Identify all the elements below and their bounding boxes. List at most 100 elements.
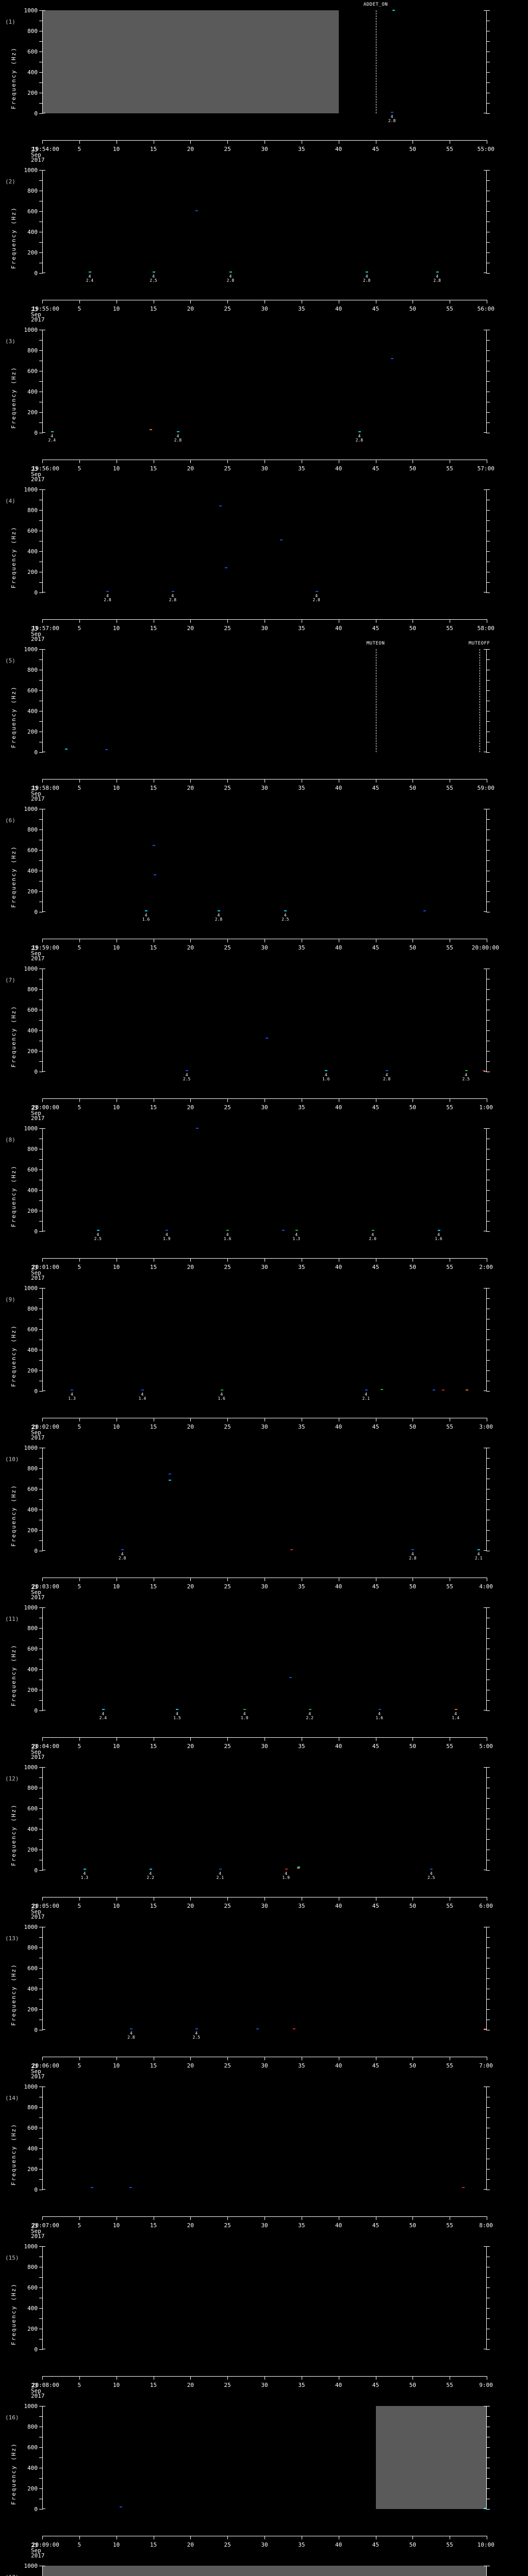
y-axis-tick-label: 600 <box>27 1805 38 1812</box>
y-axis-tick <box>486 551 490 552</box>
y-axis-tick <box>39 103 42 104</box>
detection-mark <box>380 1389 383 1391</box>
y-axis-tick <box>487 340 490 341</box>
y-axis-tick-label: 1000 <box>24 1924 38 1930</box>
y-axis-left-spine <box>42 1927 43 2030</box>
axis-cap <box>42 1128 45 1129</box>
y-axis-tick <box>39 1607 43 1608</box>
detection-label: 4 2.5 <box>94 1232 102 1241</box>
y-axis-tick <box>486 1288 490 1289</box>
x-axis-tick <box>190 1098 191 1102</box>
y-axis-tick <box>39 2318 42 2319</box>
date-stamp: 23 Sep 2017 <box>31 1584 45 1601</box>
y-axis-tick-label: 400 <box>27 229 38 235</box>
y-axis-tick-label: 400 <box>27 868 38 874</box>
x-axis-tick <box>412 1578 414 1581</box>
date-stamp: 23 Sep 2017 <box>31 625 45 642</box>
y-axis-title: Frequency (Hz) <box>10 47 17 109</box>
x-axis-tick <box>190 2376 191 2380</box>
y-axis-tick <box>486 350 490 351</box>
x-axis-tick-label: 20 <box>187 785 194 791</box>
x-axis-tick-label: 25 <box>224 2382 231 2388</box>
x-axis-tick-label: 10 <box>113 2541 120 2548</box>
detection-label: 4 2.5 <box>192 2031 201 2040</box>
y-axis-tick <box>487 860 490 861</box>
x-axis-tick-label: 25 <box>224 306 231 312</box>
detection-mark <box>442 1389 445 1391</box>
y-axis-tick-label: 0 <box>34 1867 38 1874</box>
x-axis-tick-label: 10 <box>113 1264 120 1270</box>
y-axis-title: Frequency (Hz) <box>10 2123 17 2185</box>
y-axis-tick-label: 600 <box>27 368 38 375</box>
x-axis-tick-label: 35 <box>298 1104 305 1111</box>
y-axis-tick <box>487 41 490 42</box>
y-axis-tick-label: 800 <box>27 1944 38 1951</box>
y-axis-left-spine <box>42 809 43 912</box>
x-axis-tick <box>412 939 414 942</box>
x-axis-tick-label: 10 <box>113 1743 120 1750</box>
y-axis-tick-label: 800 <box>27 28 38 35</box>
y-axis-tick-label: 0 <box>34 270 38 277</box>
x-axis-tick-label: 55 <box>446 2541 453 2548</box>
y-axis-tick <box>39 2447 43 2448</box>
detection-mark <box>225 567 228 569</box>
x-axis-tick <box>42 619 43 623</box>
x-axis-tick <box>190 300 191 303</box>
y-axis-tick <box>486 2447 490 2448</box>
x-axis-tick-label: 15 <box>150 625 157 632</box>
axis-cap <box>42 2246 45 2247</box>
detection-label: 4 2.1 <box>474 1552 483 1561</box>
detection-mark <box>169 1480 172 1481</box>
y-axis-tick <box>39 1978 42 1979</box>
detection-mark <box>378 1709 381 1710</box>
x-axis-tick-label: 25 <box>224 1583 231 1590</box>
panel-index-label: (16) <box>5 2414 19 2421</box>
x-axis-tick <box>190 779 191 783</box>
y-axis-tick <box>39 340 42 341</box>
y-axis-title: Frequency (Hz) <box>10 1804 17 1866</box>
y-axis-tick-label: 200 <box>27 569 38 575</box>
x-axis-tick-label: 15 <box>150 1743 157 1750</box>
y-axis-tick-label: 600 <box>27 1646 38 1652</box>
x-axis-tick-label: 55 <box>446 465 453 472</box>
y-axis-tick <box>39 1638 42 1639</box>
x-axis-tick-label: 45 <box>372 306 380 312</box>
x-axis-tick-label: 35 <box>298 465 305 472</box>
axis-cap <box>42 1071 45 1072</box>
y-axis-tick <box>39 180 42 181</box>
x-axis-tick-label: 45 <box>372 465 380 472</box>
x-axis-tick-label: 20 <box>187 944 194 951</box>
x-axis-tick <box>79 2057 80 2060</box>
y-axis-tick-label: 1000 <box>24 7 38 14</box>
y-axis-tick-label: 600 <box>27 1326 38 1333</box>
y-axis-tick <box>487 999 490 1000</box>
x-axis-tick <box>79 2536 80 2539</box>
x-axis-tick-label: 45 <box>372 2382 380 2388</box>
x-axis-tick <box>412 2057 414 2060</box>
y-axis-tick-label: 800 <box>27 826 38 833</box>
x-axis-tick-label: 40 <box>335 2062 342 2069</box>
y-axis-tick-label: 0 <box>34 1228 38 1235</box>
plot-area: 0 200 400 600 800 1000 4 1.3 4 1.4 4 1.6 4 2.1 <box>24 1285 490 1401</box>
y-axis-tick-label: 1000 <box>24 167 38 174</box>
y-axis-tick <box>39 1870 43 1871</box>
y-axis-tick <box>486 10 490 11</box>
detection-label: 4 2.8 <box>214 913 223 922</box>
y-axis-tick <box>486 1190 490 1191</box>
x-axis-tick <box>42 1418 43 1421</box>
date-stamp: 23 Sep 2017 <box>31 785 45 802</box>
y-axis-right-spine <box>486 2087 487 2190</box>
x-axis: 19:57:00 5 10 15 20 25 30 35 40 45 50 55 58:00 <box>32 619 494 632</box>
y-axis-tick <box>486 252 490 253</box>
y-axis-tick <box>486 850 490 851</box>
y-axis-tick <box>486 170 490 171</box>
x-axis-tick <box>412 2536 414 2539</box>
x-axis-tick-label: 25 <box>224 1264 231 1270</box>
y-axis-right-spine <box>486 809 487 912</box>
y-axis-tick <box>39 721 42 722</box>
detection-mark <box>91 2187 94 2189</box>
x-axis-tick-label: 10 <box>113 785 120 791</box>
x-axis-tick-label: 19:59:00 <box>31 944 59 951</box>
x-axis-tick-label: 30 <box>261 1583 268 1590</box>
x-axis-tick <box>42 140 43 144</box>
